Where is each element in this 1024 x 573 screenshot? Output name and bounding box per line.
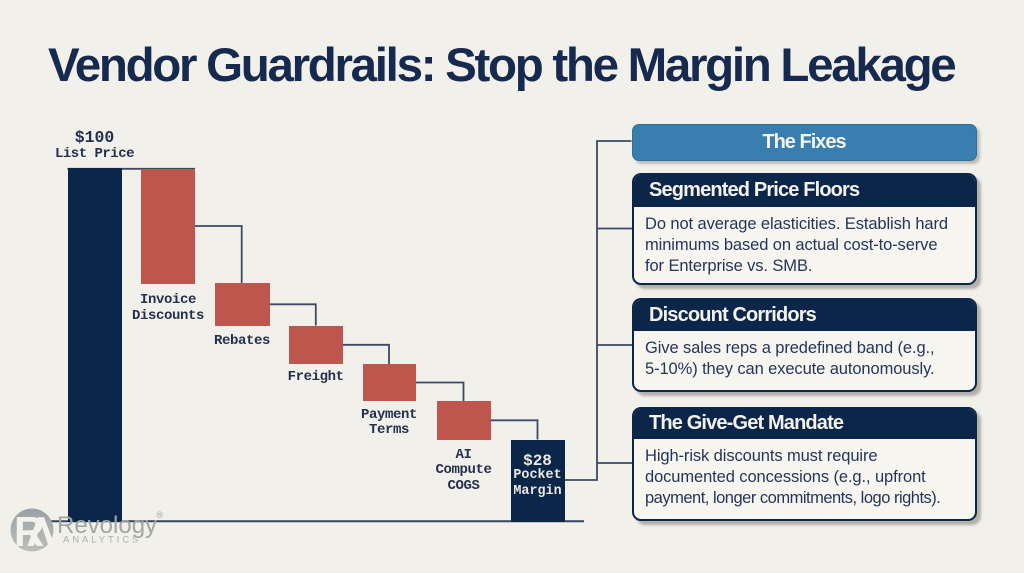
svg-text:®: ® [157, 510, 164, 520]
svg-text:ANALYTICS: ANALYTICS [63, 534, 141, 545]
svg-text:Revology: Revology [57, 512, 157, 539]
svg-text:R: R [14, 508, 44, 555]
svg-text:Λ: Λ [27, 508, 55, 555]
